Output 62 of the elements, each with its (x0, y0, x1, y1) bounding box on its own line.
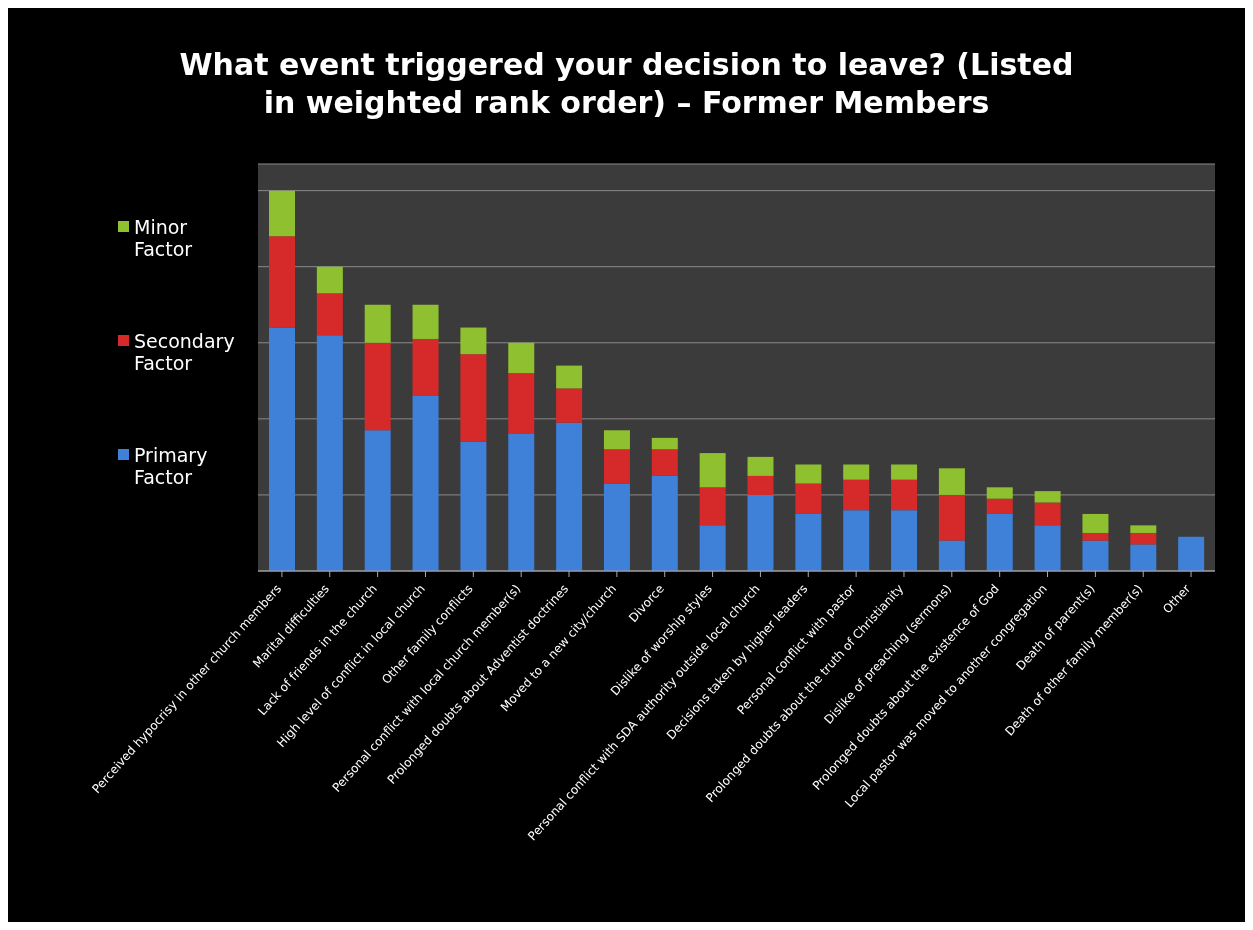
bar (316, 293, 343, 336)
bar (795, 464, 822, 484)
bar (891, 479, 918, 511)
bar (460, 441, 487, 571)
bar (556, 365, 583, 389)
bar (364, 304, 391, 343)
bar (1082, 540, 1109, 571)
bar (603, 483, 630, 571)
bar (651, 475, 678, 571)
bar (795, 483, 822, 514)
bar (460, 354, 487, 442)
bar (938, 494, 965, 541)
bar (1034, 525, 1061, 571)
bar (412, 304, 439, 339)
bar (891, 510, 918, 571)
chart-title: What event triggered your decision to leave? (Listed in weighted rank order) – Former Members (178, 46, 1075, 122)
bar (938, 540, 965, 571)
bar (747, 456, 774, 476)
bar (316, 266, 343, 294)
bar (1130, 525, 1157, 533)
bar (508, 342, 535, 374)
legend-label: Secondary Factor (134, 330, 235, 374)
bar (938, 468, 965, 495)
bar (412, 338, 439, 397)
bar (1130, 532, 1157, 545)
bar (1034, 491, 1061, 503)
bar (1178, 536, 1205, 571)
bar (699, 487, 726, 526)
bar (651, 449, 678, 476)
bar (795, 513, 822, 571)
bar (747, 494, 774, 571)
bar (986, 487, 1013, 499)
bar (843, 464, 870, 480)
bar (364, 342, 391, 431)
bar (651, 437, 678, 450)
bar (269, 190, 295, 237)
bar (460, 327, 487, 355)
bar (508, 434, 535, 571)
bar (412, 396, 439, 571)
legend-label: Primary Factor (134, 444, 209, 488)
bar (747, 475, 774, 495)
bar (603, 449, 630, 484)
bar (603, 430, 630, 450)
bar (986, 498, 1013, 514)
bar (843, 510, 870, 571)
bar (843, 479, 870, 511)
bar (1082, 532, 1109, 541)
bar (986, 513, 1013, 571)
bar (1034, 502, 1061, 526)
bar (269, 236, 295, 328)
bar (508, 373, 535, 435)
bar (556, 388, 583, 423)
legend-label: Minor Factor (134, 216, 194, 260)
bar (269, 327, 295, 571)
bar (699, 525, 726, 571)
bar (364, 430, 391, 571)
bar (316, 335, 343, 571)
bar (891, 464, 918, 480)
bar (699, 453, 726, 488)
bar (1130, 544, 1157, 571)
bar (1082, 513, 1109, 533)
bar (556, 422, 583, 571)
